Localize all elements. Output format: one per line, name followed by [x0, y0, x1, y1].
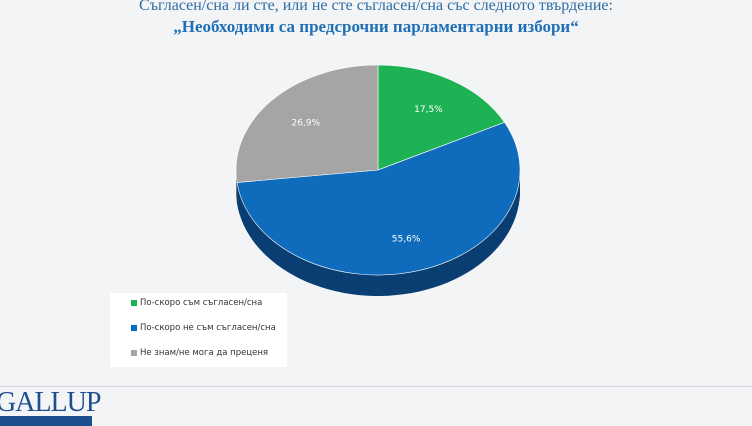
legend-label: По-скоро не съм съгласен/сна — [140, 323, 276, 333]
gallup-logo: GALLUP — [0, 387, 101, 418]
legend-label: Не знам/не мога да преценя — [140, 348, 269, 358]
footer-divider — [0, 386, 752, 387]
gallup-logo-band — [0, 416, 92, 426]
chart-subtitle: „Необходими са предсрочни парламентарни … — [173, 17, 579, 36]
pie-slice — [377, 64, 505, 171]
legend-swatch-blue — [131, 325, 137, 331]
legend-label: По-скоро съм съгласен/сна — [140, 298, 263, 308]
legend-swatch-green — [131, 300, 137, 306]
data-label: 17,5% — [414, 105, 443, 115]
legend: По-скоро съм съгласен/сна По-скоро не съ… — [110, 293, 287, 367]
legend-item: По-скоро съм съгласен/сна — [131, 298, 262, 308]
data-label: 26,9% — [291, 119, 320, 129]
chart-title: Съгласен/сна ли сте, или не сте съгласен… — [139, 0, 613, 14]
legend-item: По-скоро не съм съгласен/сна — [131, 323, 276, 333]
pie-slice — [236, 121, 521, 276]
data-label: 55,6% — [392, 234, 421, 244]
legend-item: Не знам/не мога да преценя — [131, 348, 268, 358]
pie-slice — [235, 64, 379, 183]
legend-swatch-grey — [131, 350, 137, 356]
